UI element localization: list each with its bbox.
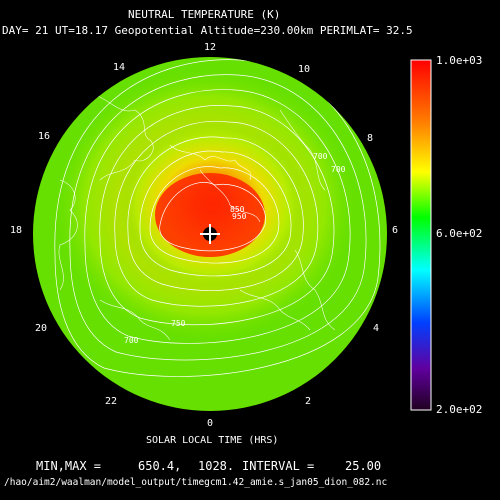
colorbar-max-label: 1.0e+03 (436, 54, 483, 67)
coastlines (58, 94, 336, 341)
lt-label-10: 10 (298, 64, 311, 75)
contour-label: 700 (331, 165, 346, 174)
lt-label-18: 18 (10, 225, 23, 236)
lt-label-6: 6 (392, 225, 399, 236)
colorbar (410, 59, 432, 411)
contour-label: 850 (230, 205, 245, 214)
x-axis-label: SOLAR LOCAL TIME (HRS) (146, 435, 279, 446)
lt-label-12: 12 (204, 42, 217, 53)
contour-label: 700 (124, 336, 139, 345)
figure-title: NEUTRAL TEMPERATURE (K) (128, 8, 281, 21)
lt-label-8: 8 (367, 133, 374, 144)
lt-label-0: 0 (207, 418, 214, 429)
colorbar-mid-label: 6.0e+02 (436, 227, 483, 240)
lt-label-22: 22 (105, 396, 118, 407)
file-path: /hao/aim2/waalman/model_output/timegcm1.… (4, 477, 388, 488)
contour-label: 750 (171, 319, 186, 328)
lt-label-4: 4 (373, 323, 380, 334)
interval-value: 25.00 (345, 459, 382, 473)
figure-subtitle: DAY= 21 UT=18.17 Geopotential Altitude=2… (2, 24, 413, 37)
lt-label-14: 14 (113, 62, 126, 73)
contour-label: 700 (313, 152, 328, 161)
lt-label-16: 16 (38, 131, 51, 142)
lt-label-20: 20 (35, 323, 48, 334)
pole-marker (200, 224, 220, 244)
interval-label: INTERVAL = (242, 459, 315, 473)
minmax-label: MIN,MAX = (36, 459, 102, 473)
contour-label: 950 (232, 212, 247, 221)
min-value: 650.4, (138, 459, 182, 473)
max-value: 1028. (198, 459, 235, 473)
colorbar-min-label: 2.0e+02 (436, 403, 483, 416)
lt-label-2: 2 (305, 396, 312, 407)
